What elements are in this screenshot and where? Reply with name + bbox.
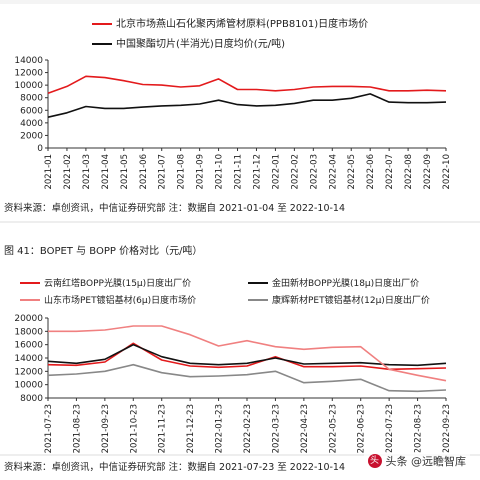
y-tick-label: 4000 <box>20 119 43 129</box>
x-tick-label: 2021-09-23 <box>101 404 111 453</box>
y-tick-label: 0 <box>37 144 43 154</box>
x-tick-label: 2022-05-23 <box>328 404 338 453</box>
x-tick-label: 2021-07 <box>158 154 168 190</box>
series-line-2 <box>48 325 447 382</box>
x-tick-label: 2021-09 <box>196 154 206 190</box>
chart-polymer-prices: 北京市场燕山石化聚丙烯管材原料(PPB8101)日度市场价中国聚酯切片(半消光)… <box>14 17 452 190</box>
legend-label: 北京市场燕山石化聚丙烯管材原料(PPB8101)日度市场价 <box>116 17 368 30</box>
x-tick-label: 2022-06-23 <box>357 404 367 453</box>
x-tick-label: 2022-10 <box>442 154 452 190</box>
x-tick-label: 2022-09-23 <box>442 404 452 453</box>
y-tick-label: 2000 <box>20 131 43 141</box>
x-tick-label: 2021-03 <box>82 154 92 190</box>
x-tick-label: 2021-08 <box>177 154 187 190</box>
series-line-0 <box>47 75 447 95</box>
x-tick-label: 2022-08-23 <box>414 404 424 453</box>
x-tick-label: 2021-07-23 <box>44 404 54 453</box>
x-tick-label: 2021-10-23 <box>129 404 139 453</box>
legend-label: 金田新材BOPP光膜(18μ)日度出厂价 <box>272 277 419 289</box>
x-tick-label: 2022-08 <box>404 154 414 190</box>
y-tick-label: 8000 <box>20 394 43 404</box>
x-tick-label: 2021-01 <box>44 154 54 190</box>
figure-caption-2: 图 41：BOPET 与 BOPP 价格对比（元/吨） <box>4 244 202 257</box>
y-tick-label: 12000 <box>14 69 43 79</box>
x-tick-label: 2021-10 <box>215 154 225 190</box>
x-tick-label: 2021-12 <box>252 154 262 190</box>
y-tick-label: 10000 <box>14 81 43 91</box>
cropped-caption-strip <box>0 0 480 4</box>
source-note-2: 资料来源：卓创资讯，中信证券研究部 注：数据自 2021-07-23 至 202… <box>4 461 345 473</box>
x-tick-label: 2022-02-23 <box>243 404 253 453</box>
series-line-1 <box>47 343 447 367</box>
y-tick-label: 14000 <box>14 354 43 364</box>
y-tick-label: 14000 <box>14 56 43 66</box>
x-tick-label: 2021-12-23 <box>186 404 196 453</box>
x-tick-label: 2021-11-23 <box>158 404 168 453</box>
legend-label: 云南红塔BOPP光膜(15μ)日度出厂价 <box>44 277 191 289</box>
x-tick-label: 2022-01 <box>271 154 281 190</box>
legend-label: 山东市场PET镀铝基材(6μ)日度市场价 <box>44 294 196 306</box>
x-tick-label: 2021-11 <box>234 154 244 190</box>
y-tick-label: 6000 <box>20 106 43 116</box>
x-tick-label: 2022-07-23 <box>385 404 395 453</box>
legend-label: 康辉新材PET镀铝基材(12μ)日度出厂价 <box>272 294 430 306</box>
x-tick-label: 2022-03 <box>309 154 319 190</box>
series-line-1 <box>47 93 447 118</box>
x-tick-label: 2021-08-23 <box>72 404 82 453</box>
x-tick-label: 2022-04 <box>328 154 338 190</box>
series-line-0 <box>47 342 447 371</box>
x-tick-label: 2022-06 <box>366 154 376 190</box>
y-tick-label: 20000 <box>14 314 43 324</box>
source-note-1: 资料来源：卓创资讯，中信证券研究部 注：数据自 2021-01-04 至 202… <box>4 202 345 214</box>
y-tick-label: 16000 <box>14 341 43 351</box>
y-tick-label: 8000 <box>20 94 43 104</box>
watermark-text: 头条 @远瞻智库 <box>385 455 467 468</box>
x-tick-label: 2021-05 <box>120 154 130 190</box>
x-tick-label: 2022-04-23 <box>300 404 310 453</box>
x-tick-label: 2022-09 <box>423 154 433 190</box>
toutiao-logo-icon: 头 <box>367 454 382 468</box>
legend-label: 中国聚酯切片(半消光)日度均价(元/吨) <box>116 37 285 50</box>
y-tick-label: 12000 <box>14 367 43 377</box>
x-tick-label: 2022-07 <box>385 154 395 190</box>
series-line-3 <box>47 363 447 393</box>
x-tick-label: 2021-04 <box>101 154 111 190</box>
y-tick-label: 10000 <box>14 381 43 391</box>
x-tick-label: 2021-02 <box>63 154 73 190</box>
y-tick-label: 18000 <box>14 327 43 337</box>
x-tick-label: 2022-03-23 <box>271 404 281 453</box>
chart-bopet-bopp-prices: 云南红塔BOPP光膜(15μ)日度出厂价 金田新材BOPP光膜(18μ)日度出厂价… <box>14 277 452 453</box>
x-tick-label: 2021-06 <box>139 154 149 190</box>
watermark: 头 头条 @远瞻智库 <box>363 452 470 470</box>
x-tick-label: 2022-02 <box>290 154 300 190</box>
x-tick-label: 2022-05 <box>347 154 357 190</box>
x-tick-label: 2022-01-23 <box>215 404 225 453</box>
